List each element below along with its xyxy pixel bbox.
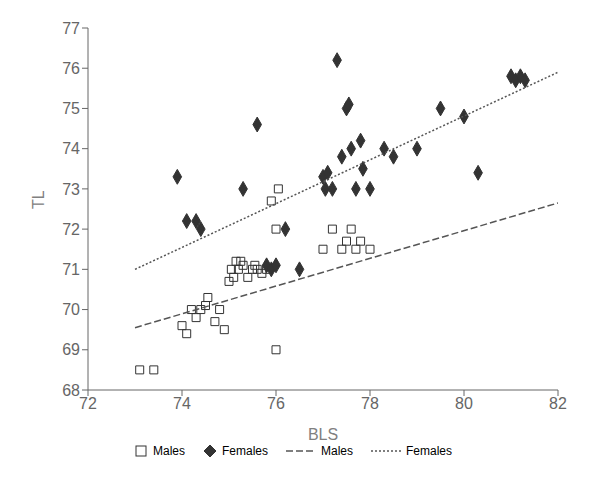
svg-text:BLS: BLS (308, 426, 338, 443)
svg-text:73: 73 (62, 181, 80, 198)
svg-text:78: 78 (361, 395, 379, 412)
svg-text:76: 76 (62, 60, 80, 77)
svg-text:77: 77 (62, 20, 80, 37)
svg-text:69: 69 (62, 341, 80, 358)
html-text:Males: Males (153, 444, 185, 458)
svg-text:72: 72 (79, 395, 97, 412)
html-text:Females: Females (406, 444, 452, 458)
svg-text:82: 82 (549, 395, 567, 412)
svg-text:70: 70 (62, 301, 80, 318)
svg-text:74: 74 (62, 140, 80, 157)
svg-text:74: 74 (173, 395, 191, 412)
html-text:Females: Females (222, 444, 268, 458)
svg-text:76: 76 (267, 395, 285, 412)
svg-text:75: 75 (62, 100, 80, 117)
svg-text:71: 71 (62, 261, 80, 278)
svg-text:72: 72 (62, 221, 80, 238)
svg-text:TL: TL (30, 190, 47, 209)
html-text:Males: Males (321, 444, 353, 458)
svg-text:80: 80 (455, 395, 473, 412)
svg-text:68: 68 (62, 382, 80, 399)
